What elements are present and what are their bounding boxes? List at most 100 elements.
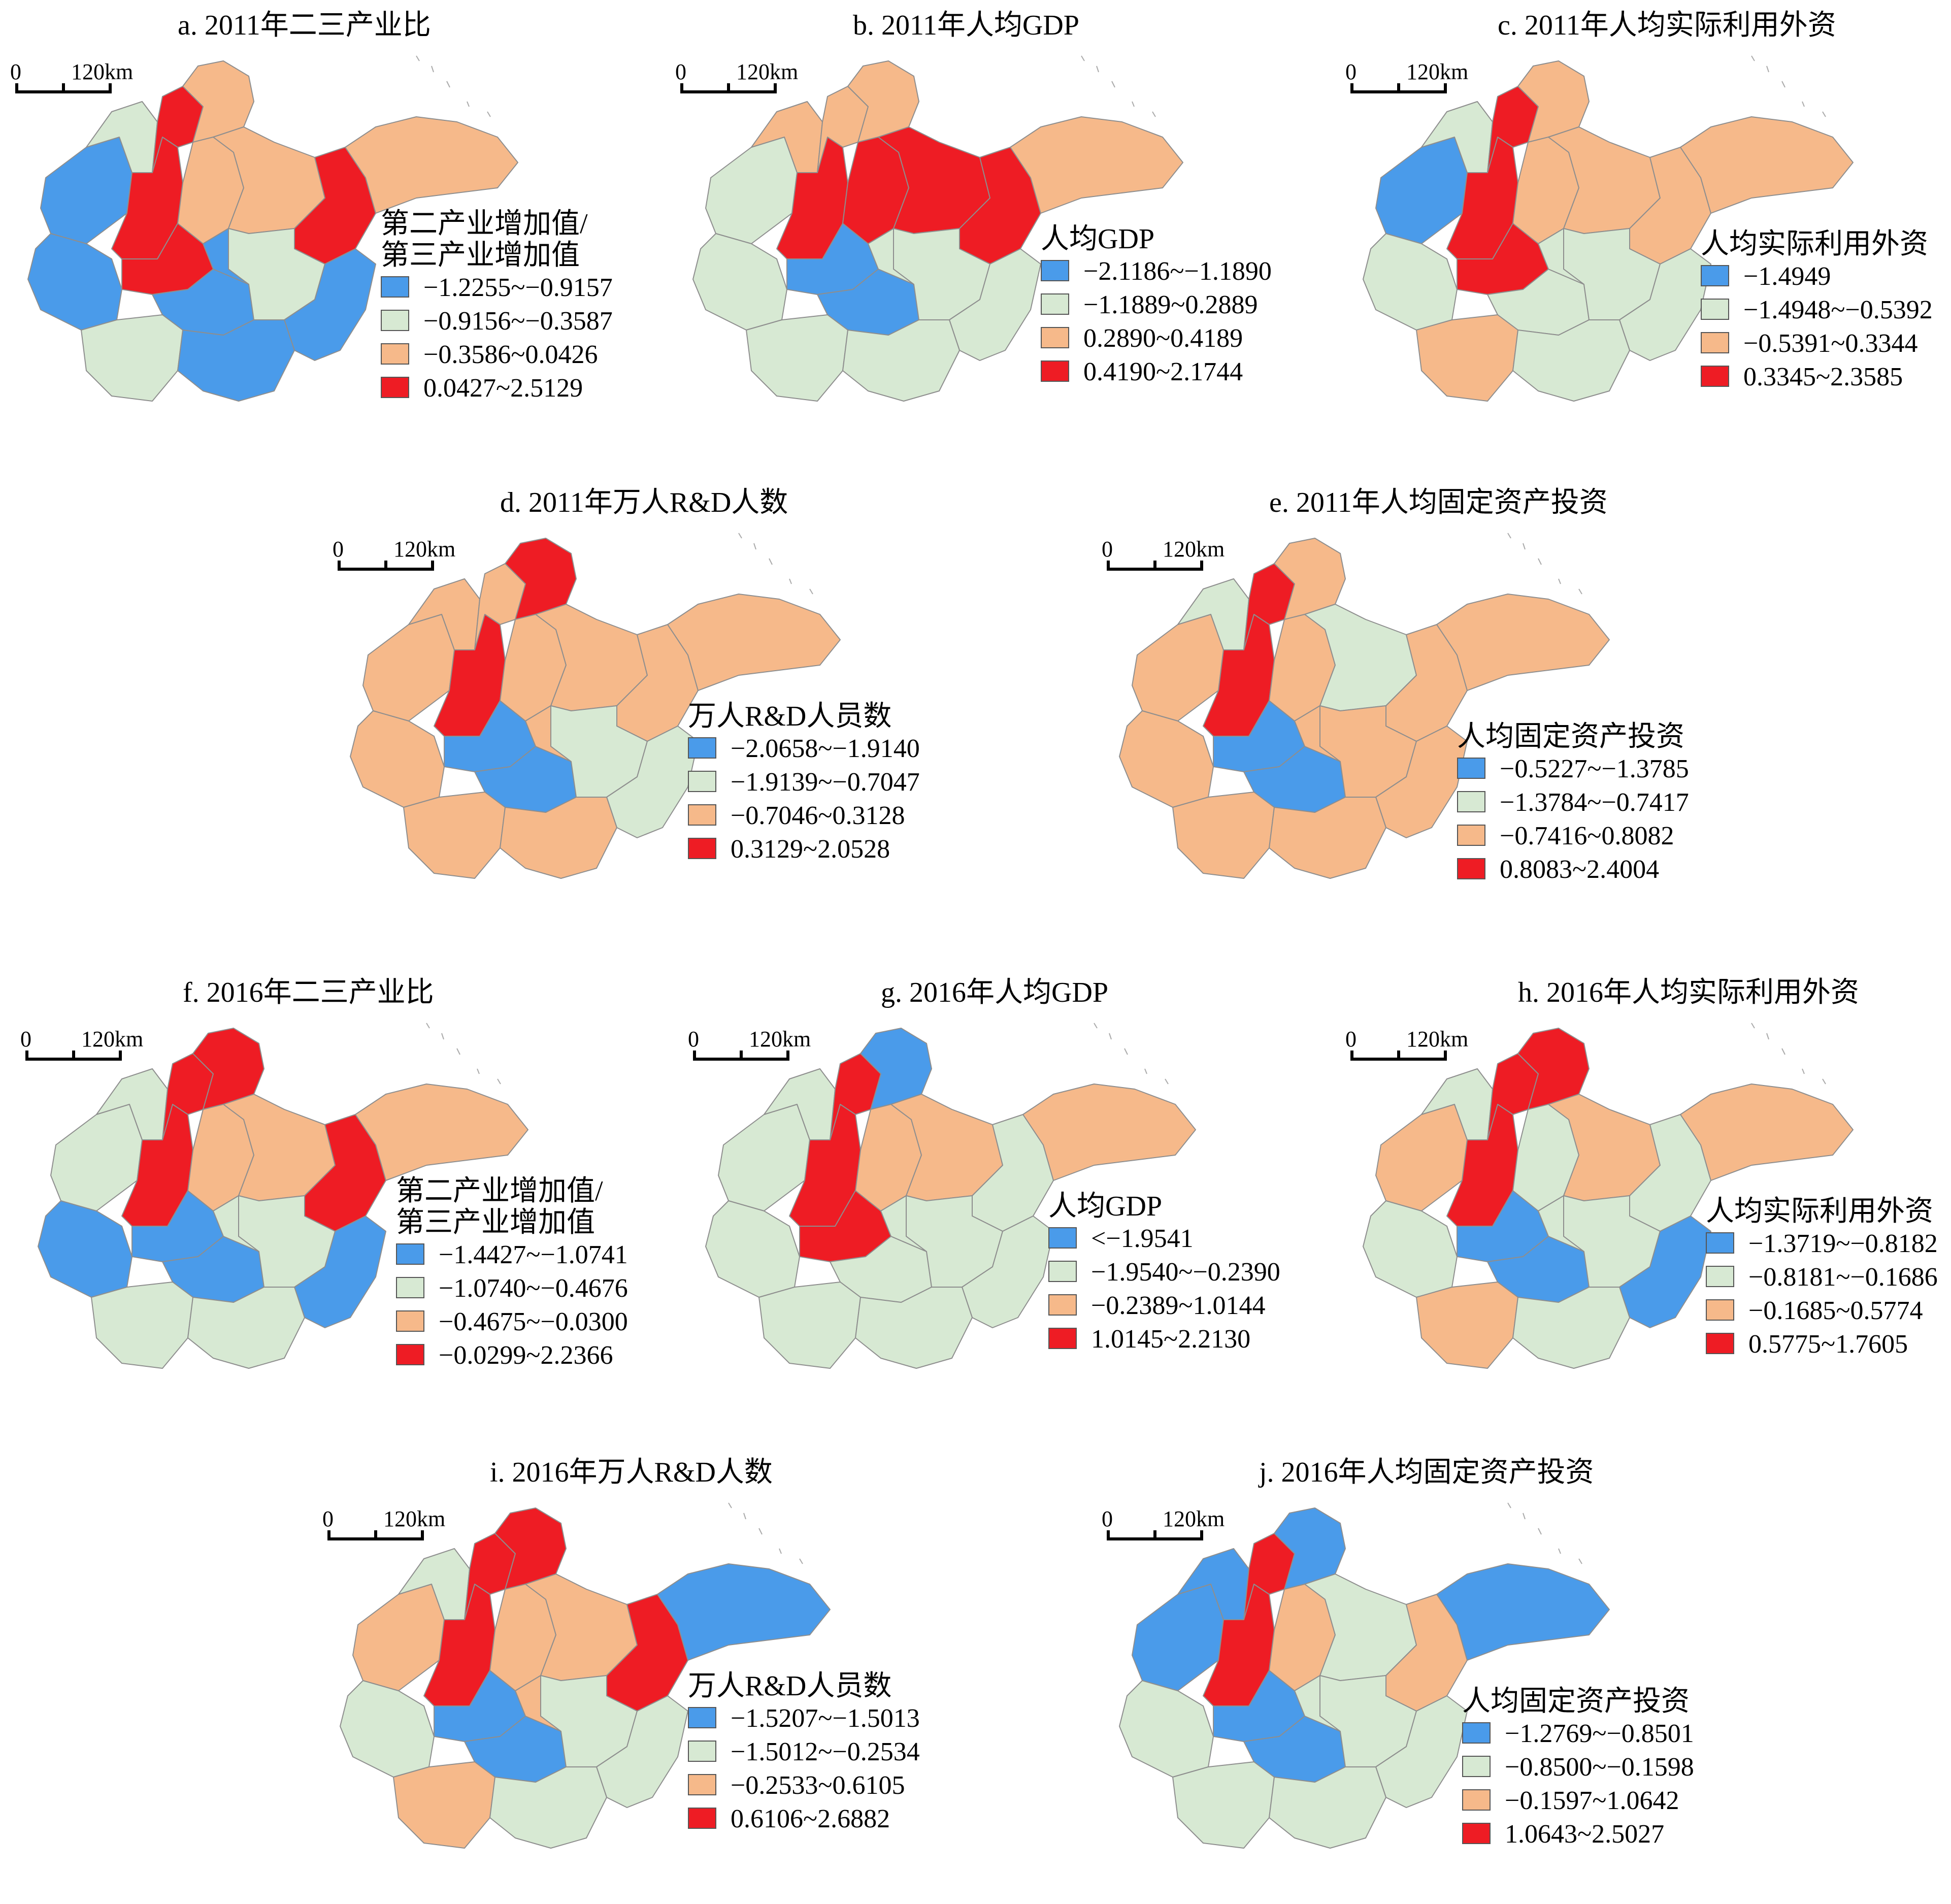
legend-swatch <box>396 1277 424 1298</box>
legend-item: −0.7046~0.3128 <box>688 799 905 833</box>
legend-swatch <box>1701 366 1729 387</box>
legend-swatch <box>1041 360 1069 382</box>
region-14 <box>284 248 376 361</box>
region-15 <box>1416 314 1518 402</box>
scale-tick <box>327 1530 330 1540</box>
legend-range-label: <−1.9541 <box>1091 1224 1194 1253</box>
legend-range-label: −1.9540~−0.2390 <box>1091 1258 1280 1287</box>
legend-swatch <box>381 377 409 398</box>
map-legend: 第二产业增加值/第三产业增加值 −1.4427~−1.0741 −1.0740~−0… <box>396 1175 628 1372</box>
legend-swatch <box>1041 260 1069 281</box>
legend-swatch <box>1706 1232 1734 1254</box>
scale-tick <box>693 1051 696 1061</box>
legend-range-label: −0.2389~1.0144 <box>1091 1291 1266 1320</box>
region-17 <box>1680 1084 1854 1181</box>
scale-tick <box>1444 1051 1447 1061</box>
legend-swatch <box>1462 1722 1491 1744</box>
region-13 <box>515 1675 561 1732</box>
legend-item: −0.4675~−0.0300 <box>396 1305 628 1339</box>
legend-range-label: −1.4949 <box>1743 262 1831 291</box>
legend-swatch <box>396 1344 424 1365</box>
panel-title: g. 2016年人均GDP <box>881 977 1109 1008</box>
region-1 <box>1375 137 1468 244</box>
legend-swatch <box>1457 758 1485 779</box>
region-16 <box>1269 1766 1386 1849</box>
legend-swatch <box>1048 1294 1077 1316</box>
region-3 <box>692 233 787 331</box>
scale-bar: 0 120km <box>10 61 133 96</box>
region-3 <box>1119 710 1214 808</box>
legend-item: 0.8083~2.4004 <box>1457 853 1684 887</box>
scale-tick <box>1107 1530 1110 1540</box>
scale-distance-label: 120km <box>383 1506 446 1531</box>
scale-distance-label: 120km <box>393 537 456 562</box>
legend-title: 人均GDP <box>1041 223 1155 255</box>
scale-tick <box>431 561 434 571</box>
legend-title: 第三产业增加值 <box>396 1207 595 1238</box>
map-legend: 万人R&D人员数 −1.5207~−1.5013 −1.5012~−0.2534 −0… <box>688 1670 920 1836</box>
legend-item: −1.5012~−0.2534 <box>688 1735 920 1769</box>
scale-tick <box>15 83 18 93</box>
legend-range-label: −0.3586~0.0426 <box>423 340 598 369</box>
legend-range-label: −1.1889~0.2889 <box>1083 290 1258 319</box>
legend-swatch <box>1701 265 1729 286</box>
legend-item: −0.7416~0.8082 <box>1457 819 1684 853</box>
legend-range-label: −1.0740~−0.4676 <box>439 1274 628 1303</box>
legend-swatch <box>1701 332 1729 353</box>
region-6 <box>1517 60 1590 143</box>
region-6 <box>505 538 577 620</box>
scale-tick <box>119 1051 122 1061</box>
legend-range-label: 0.6106~2.6882 <box>731 1804 890 1833</box>
region-3 <box>340 1680 435 1778</box>
scale-bar: 0 120km <box>688 1028 811 1064</box>
region-15 <box>746 314 848 402</box>
legend-range-label: −2.0658~−1.9140 <box>731 734 920 763</box>
legend-range-label: −1.4948~−0.5392 <box>1743 296 1933 324</box>
legend-item: −2.1186~−1.1890 <box>1041 255 1272 288</box>
region-16 <box>187 1287 305 1369</box>
map-legend: 人均GDP −2.1186~−1.1890 −1.1889~0.2889 0.2890… <box>1041 223 1272 389</box>
scale-tick <box>72 1051 75 1061</box>
legend-range-label: 0.0427~2.5129 <box>423 374 583 403</box>
region-16 <box>500 797 617 879</box>
scale-distance-label: 120km <box>1163 1506 1225 1531</box>
scale-tick <box>1350 1051 1353 1061</box>
legend-range-label: 1.0145~2.2130 <box>1091 1325 1251 1354</box>
legend-item: −1.3719~−0.8182 <box>1706 1227 1938 1261</box>
region-3 <box>1363 233 1458 331</box>
legend-range-label: −1.9139~−0.7047 <box>731 768 920 797</box>
map-panel-i: i. 2016年万人R&D人数 0 120km 万人R&D人员数 −1.5207~−1.… <box>322 1457 921 1904</box>
map-legend: 人均实际利用外资 −1.4949 −1.4948~−0.5392 −0.5391~0.… <box>1701 228 1933 394</box>
legend-swatch <box>396 1243 424 1265</box>
legend-item: −0.5227~−1.3785 <box>1457 752 1689 786</box>
region-14 <box>294 1216 386 1328</box>
legend-range-label: −0.9156~−0.3587 <box>423 307 613 336</box>
region-6 <box>1274 1507 1346 1590</box>
offshore-islands <box>426 1023 501 1085</box>
legend-range-label: 0.5775~1.7605 <box>1748 1330 1908 1359</box>
scale-bar: 0 120km <box>333 538 455 574</box>
panel-title: i. 2016年万人R&D人数 <box>490 1457 773 1488</box>
scale-zero-label: 0 <box>1102 537 1113 562</box>
legend-range-label: −1.4427~−1.0741 <box>439 1240 628 1269</box>
legend-range-label: 0.8083~2.4004 <box>1500 855 1660 884</box>
region-1 <box>718 1104 810 1211</box>
legend-range-label: −1.3719~−0.8182 <box>1748 1229 1938 1258</box>
legend-title: 第二产业增加值/ <box>381 208 588 240</box>
scale-zero-label: 0 <box>675 59 686 84</box>
legend-range-label: −0.8181~−0.1686 <box>1748 1263 1938 1292</box>
scale-tick <box>680 83 683 93</box>
panel-title: h. 2016年人均实际利用外资 <box>1518 977 1859 1008</box>
region-1 <box>705 137 798 244</box>
legend-swatch <box>1462 1823 1491 1844</box>
scale-tick <box>1153 1530 1156 1540</box>
scale-bar: 0 120km <box>1345 61 1468 96</box>
legend-item: −0.8181~−0.1686 <box>1706 1261 1938 1294</box>
scale-tick <box>421 1530 424 1540</box>
legend-item: −0.1597~1.0642 <box>1462 1784 1690 1818</box>
choropleth-map <box>1119 1502 1610 1849</box>
map-panel-c: c. 2011年人均实际利用外资 0 120km 人均实际利用外资 −1.4949 −1.… <box>1345 10 1944 457</box>
legend-item: 0.3345~2.3585 <box>1701 360 1928 394</box>
legend-item: −0.5391~0.3344 <box>1701 327 1928 360</box>
scale-zero-label: 0 <box>10 59 21 84</box>
